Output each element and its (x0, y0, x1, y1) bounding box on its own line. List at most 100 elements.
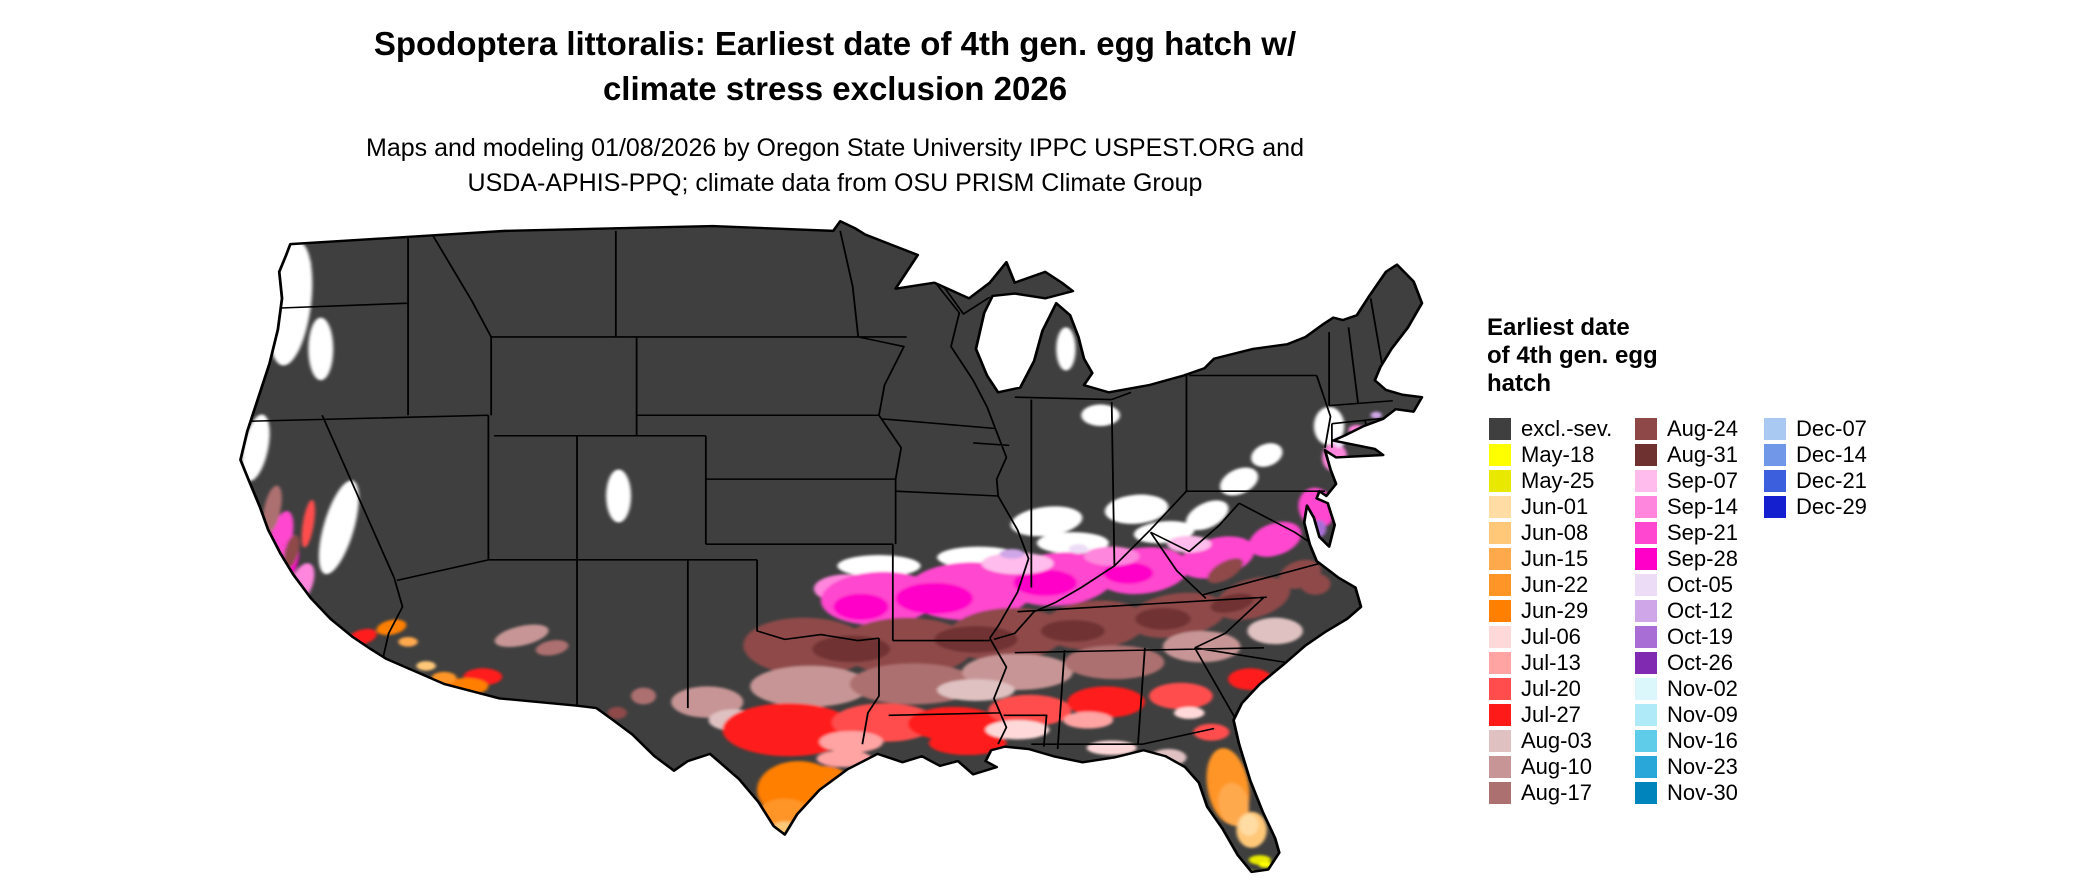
map-region-blob (1083, 546, 1140, 566)
map-region-blob (1167, 535, 1212, 553)
legend-item: Sep-28 (1635, 546, 1764, 572)
legend-label: Nov-09 (1667, 702, 1738, 727)
legend-item: Aug-03 (1489, 728, 1635, 754)
legend-swatch (1635, 574, 1657, 596)
map-region-blob (398, 636, 418, 647)
map-region-blob (837, 555, 921, 577)
legend-title: Earliest date of 4th gen. egg hatch (1487, 314, 1658, 398)
legend-item: Jul-27 (1489, 702, 1635, 728)
legend-swatch (1489, 574, 1511, 596)
legend-item: Dec-07 (1764, 416, 1884, 442)
legend-swatch (1635, 730, 1657, 752)
legend-item: Sep-21 (1635, 520, 1764, 546)
legend-label: Jul-06 (1521, 624, 1581, 649)
title-line-1: Spodoptera littoralis: Earliest date of … (373, 25, 1297, 62)
map-region-blob (1251, 443, 1283, 467)
us-outline (239, 220, 1424, 874)
map-region-blob (800, 765, 845, 783)
map-region-blob (816, 750, 873, 768)
legend-item: Jun-08 (1489, 520, 1635, 546)
map-region-blob (1067, 686, 1145, 718)
map-region-blob (769, 821, 801, 841)
legend-swatch (1635, 548, 1657, 570)
legend-label: May-25 (1521, 468, 1595, 493)
legend-label: Jul-20 (1521, 676, 1581, 701)
map-region-blob (1162, 630, 1241, 663)
legend-item: Aug-31 (1635, 442, 1764, 468)
map-region-blob (1149, 682, 1213, 710)
legend-label: Jun-01 (1521, 494, 1589, 519)
map-region-blob (1193, 723, 1230, 741)
legend-swatch (1489, 600, 1511, 622)
subtitle-line-1: Maps and modeling 01/08/2026 by Oregon S… (366, 134, 1304, 163)
us-map (228, 214, 1433, 884)
legend-label: Sep-07 (1667, 468, 1738, 493)
legend-label: Aug-17 (1521, 780, 1592, 805)
legend-label: Sep-21 (1667, 520, 1738, 545)
legend-item: Jun-29 (1489, 598, 1635, 624)
map-region-blob (309, 606, 319, 612)
legend-label: Aug-24 (1667, 416, 1738, 441)
map-region-blob (318, 480, 359, 575)
legend-label: Jun-22 (1521, 572, 1589, 597)
legend-label: Sep-28 (1667, 546, 1738, 571)
legend-item: Dec-29 (1764, 494, 1884, 520)
legend-item: Oct-19 (1635, 624, 1764, 650)
legend-label: Dec-14 (1796, 442, 1867, 467)
subtitle-line-2: USDA-APHIS-PPQ; climate data from OSU PR… (467, 168, 1203, 197)
legend-swatch (1635, 522, 1657, 544)
legend-item: Dec-14 (1764, 442, 1884, 468)
map-region-blob (999, 549, 1025, 559)
map-region-blob (1220, 467, 1259, 496)
legend-item: Aug-24 (1635, 416, 1764, 442)
legend-columns: excl.-sev. May-18 May-25 Jun-01 Jun-08 Jun-15… (1489, 416, 1884, 806)
legend-item: Nov-23 (1635, 754, 1764, 780)
legend-swatch (1635, 756, 1657, 778)
legend-item: May-18 (1489, 442, 1635, 468)
map-region-blob (833, 593, 889, 621)
legend-title-line-3: hatch (1487, 370, 1552, 397)
legend-label: Jun-29 (1521, 598, 1589, 623)
legend-item: Nov-02 (1635, 676, 1764, 702)
map-header: Spodoptera littoralis: Earliest date of … (130, 22, 1540, 200)
legend-label: Oct-12 (1667, 598, 1734, 623)
legend-label: Dec-21 (1796, 468, 1867, 493)
map-region-blob (1173, 706, 1205, 719)
legend-swatch (1489, 626, 1511, 648)
legend-swatch (1635, 678, 1657, 700)
legend-swatch (1635, 600, 1657, 622)
map-subtitle: Maps and modeling 01/08/2026 by Oregon S… (130, 131, 1540, 200)
map-region-blob (535, 640, 569, 656)
legend-swatch (1489, 730, 1511, 752)
legend-swatch (1489, 756, 1511, 778)
legend-label: Nov-16 (1667, 728, 1738, 753)
legend-item: Sep-07 (1635, 468, 1764, 494)
legend-label: Jul-27 (1521, 702, 1581, 727)
legend-item: excl.-sev. (1489, 416, 1635, 442)
map-region-blob (996, 324, 1017, 378)
legend-swatch (1489, 704, 1511, 726)
legend-swatch (1635, 704, 1657, 726)
map-region-blob (301, 499, 316, 548)
legend-label: Sep-14 (1667, 494, 1738, 519)
legend-item: May-25 (1489, 468, 1635, 494)
legend-swatch (1764, 470, 1786, 492)
legend-label: Oct-19 (1667, 624, 1734, 649)
legend-item: Jul-13 (1489, 650, 1635, 676)
map-region-blob (1248, 521, 1302, 557)
legend-item: Jul-20 (1489, 676, 1635, 702)
map-region-blob (1247, 617, 1303, 645)
legend-title-line-2: of 4th gen. egg (1487, 342, 1658, 369)
map-region-blob (934, 626, 1018, 653)
map-region-blob (937, 679, 1015, 701)
map-region-blob (1185, 500, 1229, 531)
us-map-svg (239, 220, 1424, 874)
map-region-blob (607, 706, 627, 719)
map-region-blob (1370, 411, 1382, 419)
map-region-blob (606, 469, 632, 523)
legend-swatch (1635, 626, 1657, 648)
map-region-blob (1056, 327, 1076, 371)
legend-swatch (1635, 782, 1657, 804)
legend-label: Jun-08 (1521, 520, 1589, 545)
legend-item: Aug-17 (1489, 780, 1635, 806)
